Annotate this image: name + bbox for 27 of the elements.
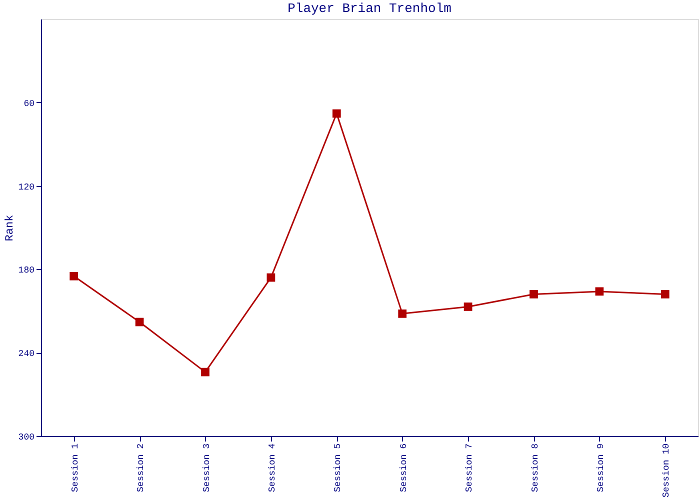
y-tick-label: 240: [18, 349, 34, 360]
point: [266, 273, 276, 282]
point: [70, 272, 78, 280]
point: [135, 318, 144, 326]
y-tick-label: 300: [18, 432, 34, 442]
x-tick-label: Session 1: [70, 444, 80, 492]
x-tick-label: Session 10: [662, 444, 672, 498]
x-tick-label: Session 5: [333, 444, 344, 492]
y-axis-title: Rank: [4, 214, 16, 242]
x-tick-label: Session 8: [530, 444, 540, 492]
y-tick-label: 60: [24, 98, 34, 109]
point: [332, 109, 341, 118]
point: [464, 302, 472, 311]
point: [530, 290, 538, 298]
x-tick-label: Session 2: [136, 444, 146, 492]
point: [595, 287, 604, 296]
x-tick-label: Session 9: [596, 444, 606, 492]
chart-title: Player Brian Trenholm: [288, 1, 452, 16]
point: [660, 290, 670, 298]
y-tick-label: 120: [18, 182, 34, 192]
x-tick-label: Session 4: [267, 444, 278, 492]
x-tick-label: Session 6: [398, 444, 409, 492]
point: [201, 368, 210, 376]
x-tick-label: Session 7: [464, 444, 475, 492]
point: [398, 309, 407, 318]
y-tick-label: 180: [18, 266, 34, 276]
x-tick-label: Session 3: [202, 444, 212, 492]
